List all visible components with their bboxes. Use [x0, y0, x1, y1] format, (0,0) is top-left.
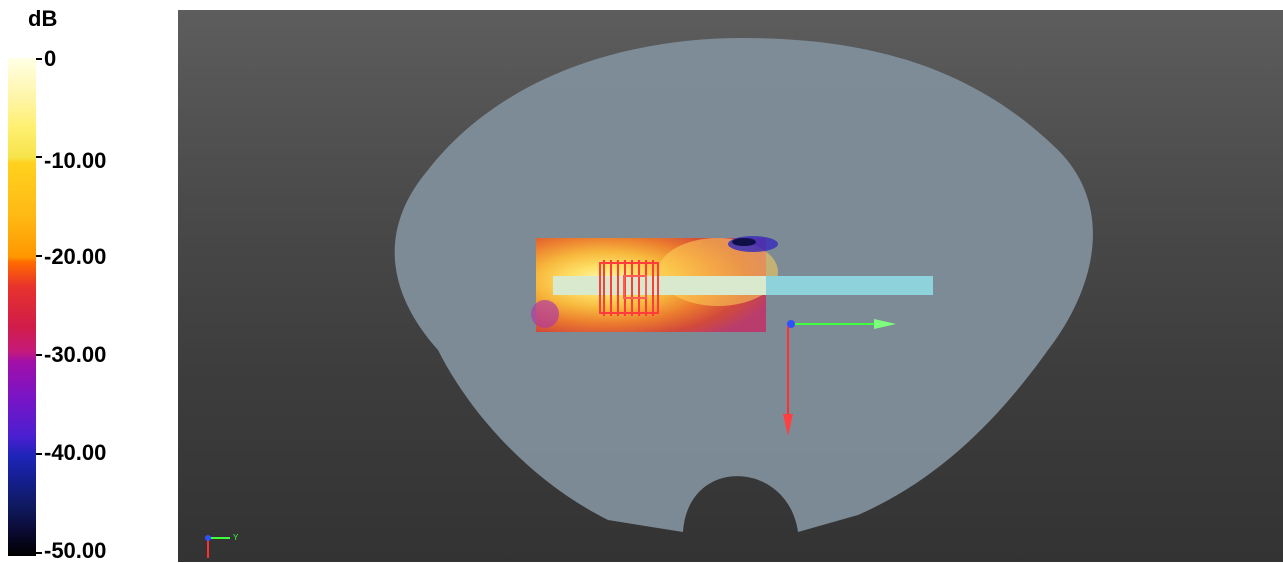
legend-tick — [36, 156, 42, 158]
legend-tick-label-0: 0 — [44, 46, 57, 71]
legend-tick-label-40: -40.00 — [44, 440, 107, 465]
colorbar-gradient — [8, 58, 36, 556]
legend-tick-label-10: -10.00 — [44, 148, 107, 173]
legend-tick — [36, 354, 42, 356]
legend-tick-label-30: -30.00 — [44, 342, 107, 367]
legend-tick-label-20: -20.00 — [44, 244, 107, 269]
scene-canvas[interactable]: Y — [178, 10, 1283, 562]
legend-tick — [36, 453, 42, 455]
origin-axes — [783, 319, 896, 436]
feed-line-overlap — [553, 276, 766, 295]
legend-tick — [36, 255, 42, 257]
triad-y-label: Y — [233, 533, 239, 542]
legend-tick — [36, 58, 42, 60]
legend-tick — [36, 552, 42, 554]
colorbar-legend: dB 0 -10.00 -20.00 -30.00 -40.00 -50.00 — [0, 0, 176, 562]
3d-viewport[interactable]: Y — [178, 10, 1283, 562]
legend-tick-label-50: -50.00 — [44, 538, 107, 563]
coil-antenna — [599, 260, 659, 316]
orientation-triad: Y — [205, 533, 239, 558]
legend-unit: dB — [28, 6, 58, 31]
